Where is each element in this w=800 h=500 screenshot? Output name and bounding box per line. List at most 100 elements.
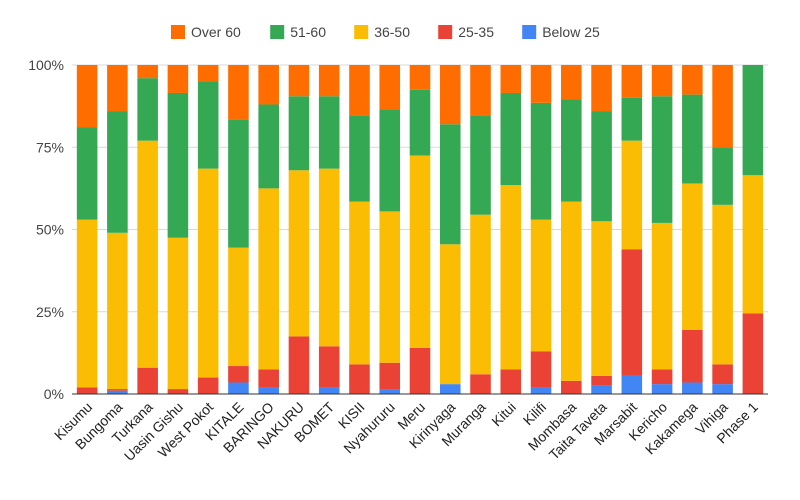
bar-segment — [682, 183, 703, 330]
bar-segment — [349, 201, 370, 365]
bar-segment — [107, 111, 128, 233]
bar-segment — [712, 65, 733, 148]
bar-segment — [530, 102, 552, 220]
legend-swatch — [522, 25, 537, 39]
bar-segment — [470, 214, 491, 375]
bar-segment — [682, 329, 703, 383]
bar-segment — [742, 65, 764, 176]
y-tick-label: 100% — [28, 57, 64, 73]
bar-segment — [500, 92, 522, 186]
bar-segment — [107, 389, 128, 391]
legend: Over 60 51-60 36-50 25-35 Below 25 — [171, 24, 600, 40]
bar-segment — [409, 347, 431, 394]
bar-segment — [561, 380, 582, 394]
bar-segment — [409, 155, 431, 348]
bar-segment — [349, 115, 370, 202]
bar-segment — [258, 188, 279, 370]
bar-segment — [561, 201, 582, 381]
bar-segment — [621, 249, 643, 376]
bar-segment — [167, 92, 189, 238]
bar-segment — [288, 96, 310, 171]
y-tick-label: 50% — [36, 222, 64, 238]
bar-segment — [530, 65, 552, 103]
bar-segment — [682, 382, 703, 394]
bar-segment — [288, 336, 310, 394]
bar-segment — [651, 222, 673, 370]
bar-segment — [228, 382, 249, 394]
bar-segment — [500, 369, 522, 394]
bar-segment — [439, 384, 461, 394]
bar-segment — [258, 104, 279, 189]
bar-segment — [621, 97, 643, 141]
bar-segment — [409, 89, 431, 156]
legend-label: 36-50 — [374, 24, 410, 40]
bar-segment — [712, 204, 733, 365]
bar-segment — [318, 65, 340, 97]
legend-label: Over 60 — [191, 24, 241, 40]
bar-segment — [591, 221, 612, 376]
y-tick-label: 0% — [44, 386, 64, 402]
y-tick-label: 75% — [36, 139, 64, 155]
bar-segment — [258, 387, 279, 394]
bar-segment — [500, 185, 522, 370]
bar-segment — [712, 384, 733, 394]
bar-segment — [682, 65, 703, 95]
bar-segment — [349, 364, 370, 394]
legend-label: 51-60 — [290, 24, 326, 40]
bar-segment — [167, 237, 189, 390]
bar-segment — [470, 374, 491, 394]
bar-segment — [470, 115, 491, 215]
bar-segment — [288, 170, 310, 337]
legend-swatch — [438, 25, 453, 39]
bar-segment — [379, 211, 401, 363]
bar-segment — [228, 247, 249, 367]
legend-swatch — [171, 25, 185, 39]
bar-segment — [228, 366, 249, 383]
y-tick-label: 25% — [36, 304, 64, 320]
bar-segment — [439, 65, 461, 125]
bar-segment — [712, 364, 733, 385]
bar-segment — [349, 65, 370, 116]
bar-segment — [742, 313, 764, 394]
bar-segment — [621, 140, 643, 250]
bar-segment — [197, 81, 219, 169]
bar-segment — [258, 369, 279, 388]
bar-segment — [561, 65, 582, 100]
bar-segment — [621, 65, 643, 98]
legend-label: 25-35 — [458, 24, 494, 40]
bar-segment — [500, 65, 522, 93]
bar-segment — [107, 65, 128, 112]
bar-segment — [530, 387, 552, 394]
bar-segment — [318, 387, 340, 394]
legend-swatch — [270, 25, 285, 39]
legend-label: Below 25 — [542, 24, 600, 40]
bar-segment — [712, 147, 733, 205]
bar-segment — [379, 65, 401, 110]
bar-segment — [258, 65, 279, 105]
bar-segment — [318, 96, 340, 169]
bar-segment — [742, 175, 764, 314]
bar-segment — [197, 65, 219, 82]
bar-segment — [167, 65, 189, 93]
bar-segment — [439, 124, 461, 245]
bar-segment — [651, 65, 673, 97]
bars — [76, 65, 764, 394]
bar-segment — [76, 127, 98, 220]
bar-segment — [621, 375, 643, 394]
bar-segment — [682, 94, 703, 184]
bar-segment — [76, 219, 98, 388]
bar-segment — [137, 78, 158, 141]
bar-segment — [530, 219, 552, 352]
bar-segment — [591, 111, 612, 222]
bar-segment — [530, 351, 552, 388]
bar-segment — [76, 387, 98, 394]
bar-segment — [439, 244, 461, 385]
bar-segment — [379, 362, 401, 390]
bar-segment — [591, 65, 612, 112]
bar-segment — [76, 65, 98, 128]
bar-segment — [591, 375, 612, 386]
bar-segment — [379, 389, 401, 394]
bar-segment — [107, 390, 128, 394]
bar-segment — [228, 119, 249, 248]
